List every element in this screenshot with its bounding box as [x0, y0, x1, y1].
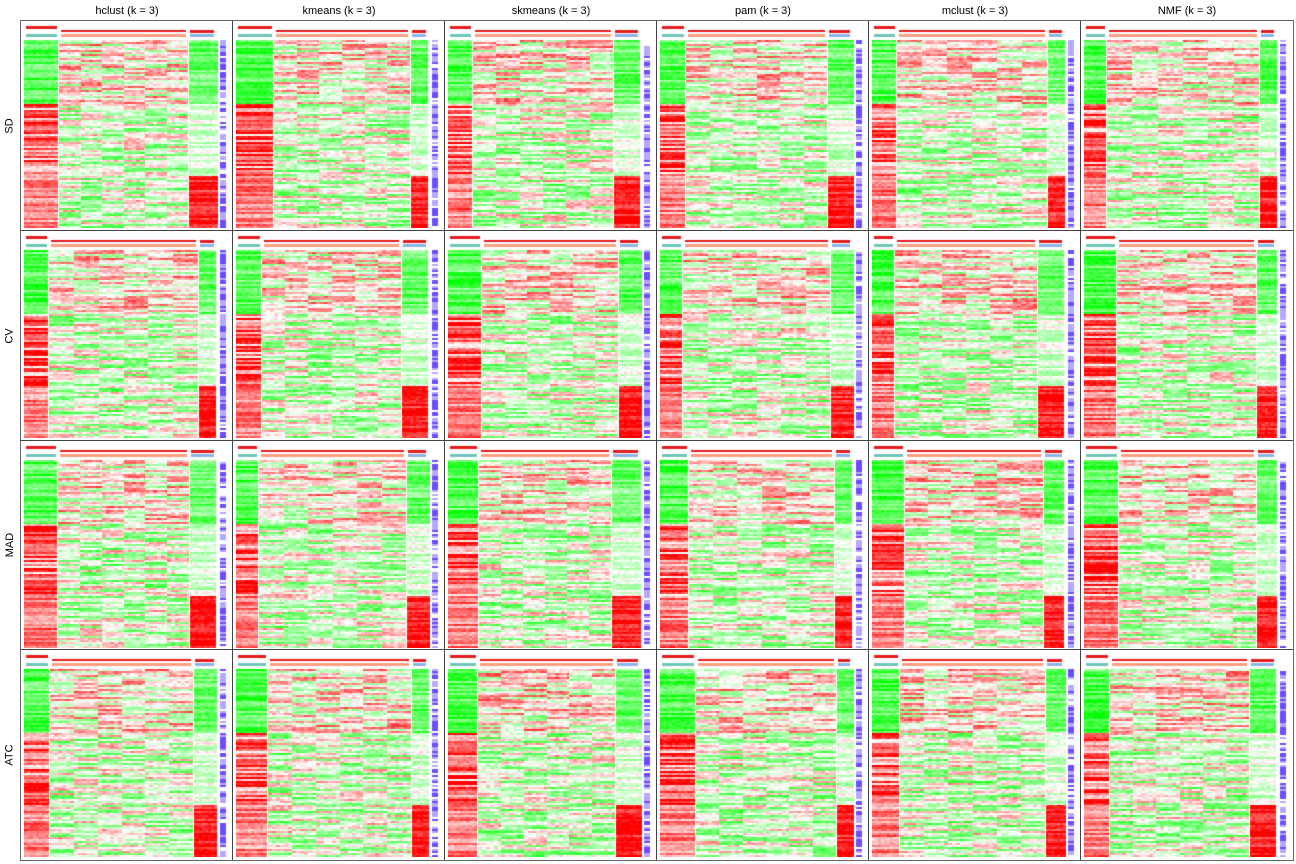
column-title: skmeans (k = 3) — [511, 5, 591, 17]
heatmap-panel — [448, 444, 654, 648]
heatmap-panel — [872, 24, 1078, 228]
heatmap-panel — [236, 234, 442, 438]
heatmap-panel — [24, 24, 230, 228]
heatmap-panel — [660, 444, 866, 648]
row-label: CV — [4, 327, 16, 344]
row-label: ATC — [4, 744, 16, 766]
heatmap-panel — [660, 234, 866, 438]
heatmap-panel — [24, 444, 230, 648]
heatmap-panel — [448, 234, 654, 438]
column-title: kmeans (k = 3) — [302, 5, 376, 17]
column-title: pam (k = 3) — [735, 5, 791, 17]
heatmap-panel — [1084, 24, 1290, 228]
column-title: mclust (k = 3) — [941, 5, 1009, 17]
heatmap-panel — [872, 234, 1078, 438]
heatmap-panel — [660, 653, 866, 857]
heatmap-panel — [1084, 234, 1290, 438]
heatmap-panel — [872, 444, 1078, 648]
heatmap-panel — [448, 653, 654, 857]
heatmap-panel — [1084, 653, 1290, 857]
row-label: MAD — [4, 533, 17, 558]
panel-divider — [20, 440, 1294, 441]
heatmap-panel — [24, 653, 230, 857]
panel-divider — [20, 649, 1294, 650]
heatmap-panel — [660, 24, 866, 228]
heatmap-panel — [872, 653, 1078, 857]
heatmap-panel — [236, 24, 442, 228]
heatmap-panel — [448, 24, 654, 228]
heatmap-panel — [236, 653, 442, 857]
row-label: SD — [4, 118, 16, 134]
panel-divider — [20, 230, 1294, 231]
heatmap-panel — [1084, 444, 1290, 648]
column-title: hclust (k = 3) — [95, 5, 159, 17]
heatmap-panel — [24, 234, 230, 438]
column-title: NMF (k = 3) — [1157, 5, 1217, 17]
heatmap-panel — [236, 444, 442, 648]
